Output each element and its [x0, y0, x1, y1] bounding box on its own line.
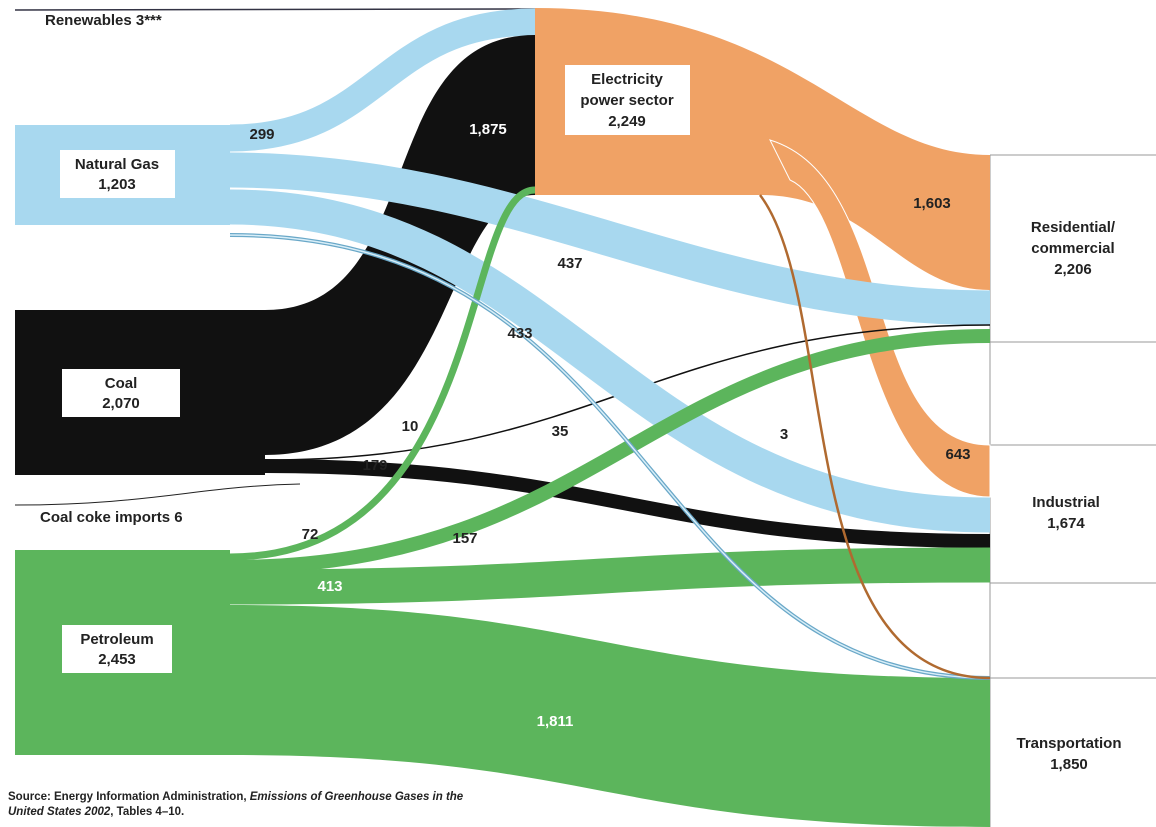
label-box	[62, 625, 172, 673]
flow-ng-res	[229, 152, 991, 326]
node-value: 2,206	[1054, 261, 1092, 278]
label-box	[60, 150, 175, 198]
flow-label: 35	[552, 423, 569, 440]
node-label: Industrial	[1032, 494, 1100, 511]
flow-label: 179	[362, 457, 387, 474]
source-suffix: , Tables 4–10.	[110, 806, 185, 818]
node-label: Coal	[105, 375, 138, 392]
node-value: 2,453	[98, 651, 136, 668]
node-label: Petroleum	[80, 631, 153, 648]
source-title: Emissions of Greenhouse Gases in the Uni…	[8, 791, 464, 818]
label-box	[565, 65, 690, 135]
flow-label: 433	[507, 325, 532, 342]
flow-label: 157	[452, 530, 477, 547]
source-prefix: Source: Energy Information Administratio…	[8, 791, 250, 803]
node-label: Coal coke imports 6	[40, 509, 183, 526]
flow-label: 3	[780, 426, 788, 443]
node-value: 2,249	[608, 113, 646, 130]
node-label: commercial	[1031, 240, 1114, 257]
node-label: Renewables 3***	[45, 12, 162, 29]
flow-pet-res	[229, 329, 991, 574]
flow-renewables	[14, 8, 536, 11]
node-label: Transportation	[1016, 735, 1121, 752]
flow-ng-trans-inner	[229, 234, 991, 679]
node-value: 1,850	[1050, 756, 1088, 773]
flow-coal-coke	[14, 483, 301, 506]
node-value: 2,070	[102, 395, 140, 412]
flow-label: 643	[945, 446, 970, 463]
flow-label: 72	[302, 526, 319, 543]
flow-label: 1,811	[537, 713, 574, 730]
flow-label: 437	[557, 255, 582, 272]
flow-ng-ind	[229, 189, 991, 533]
flow-label: 1,875	[469, 121, 507, 138]
node-value: 1,203	[98, 176, 136, 193]
flow-label: 1,603	[913, 195, 951, 212]
label-box	[62, 369, 180, 417]
flow-pet-trans	[230, 605, 990, 827]
node-label: Residential/	[1031, 219, 1116, 236]
flow-elec-trans	[759, 194, 991, 680]
node-value: 1,674	[1047, 515, 1085, 532]
flow-label: 299	[249, 126, 274, 143]
flow-pet-elec	[229, 186, 536, 561]
flow-pet-ind	[229, 547, 991, 605]
node-label: Natural Gas	[75, 156, 159, 173]
flow-ng-elec	[229, 8, 536, 152]
node-label: power sector	[580, 92, 674, 109]
source-note: Source: Energy Information Administratio…	[8, 790, 468, 820]
flow-label: 413	[317, 578, 342, 595]
flow-label: 10	[402, 418, 419, 435]
flow-coal-ind	[264, 459, 991, 548]
node-label: Electricity	[591, 71, 663, 88]
